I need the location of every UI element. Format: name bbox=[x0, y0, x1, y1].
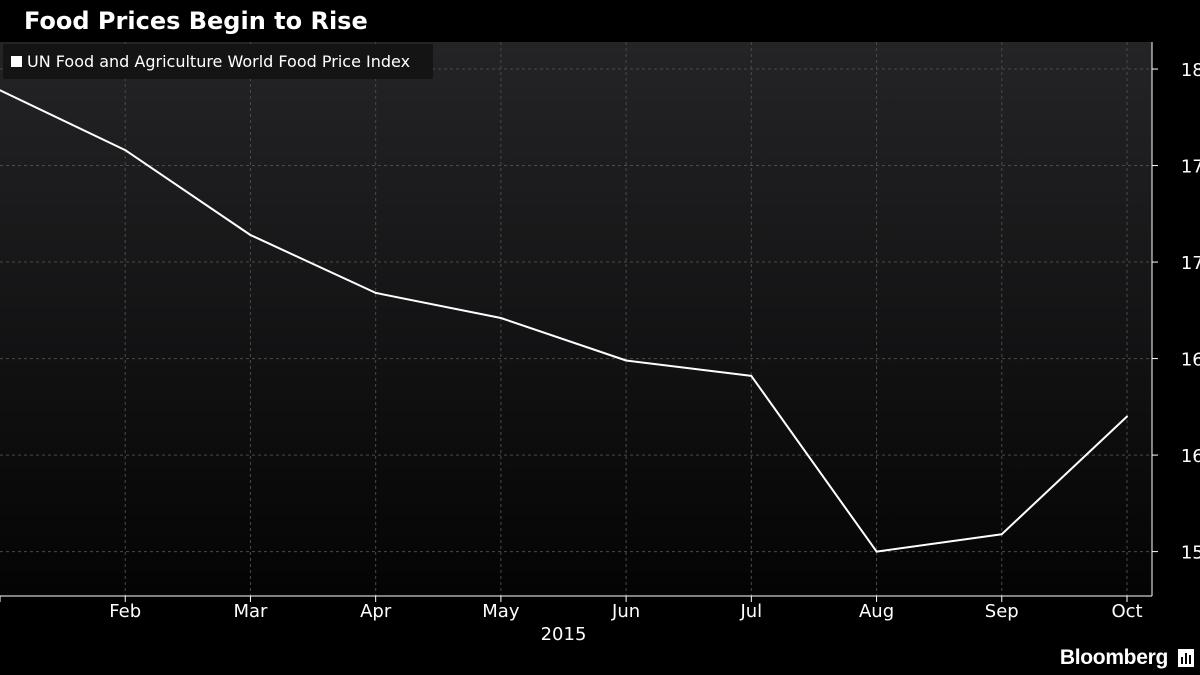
x-tick-label-Aug: Aug bbox=[859, 601, 894, 622]
x-tick-label-Apr: Apr bbox=[360, 601, 392, 622]
brand-logo-text: Bloomberg bbox=[1059, 646, 1168, 669]
legend-label: UN Food and Agriculture World Food Price… bbox=[27, 52, 410, 71]
y-tick-label-165: 165 bbox=[1181, 350, 1200, 371]
legend-swatch bbox=[11, 56, 22, 67]
plot-area bbox=[0, 42, 1152, 596]
x-tick-label-Sep: Sep bbox=[985, 601, 1019, 622]
legend: UN Food and Agriculture World Food Price… bbox=[3, 44, 433, 79]
series-layer bbox=[0, 89, 1128, 553]
bloomberg-terminal-icon bbox=[1178, 649, 1194, 667]
y-tick-label-160: 160 bbox=[1181, 446, 1200, 467]
x-tick-label-Feb: Feb bbox=[109, 601, 141, 622]
x-tick-label-May: May bbox=[482, 601, 520, 622]
data-point-May bbox=[499, 317, 502, 320]
x-tick-label-Jul: Jul bbox=[739, 601, 762, 622]
chart-title: Food Prices Begin to Rise bbox=[24, 7, 368, 35]
x-tick-label-Mar: Mar bbox=[233, 601, 268, 622]
data-point-Apr bbox=[374, 291, 377, 294]
data-point-Jan bbox=[0, 89, 1, 92]
series-line-0 bbox=[0, 89, 1128, 553]
data-point-Jun bbox=[625, 359, 628, 362]
y-tick-label-175: 175 bbox=[1181, 157, 1200, 178]
x-tick-label-Oct: Oct bbox=[1111, 601, 1142, 622]
data-point-Jul bbox=[750, 374, 753, 377]
x-axis-year-label: 2015 bbox=[541, 624, 587, 645]
data-point-Sep bbox=[1000, 533, 1003, 536]
x-tick-label-Jun: Jun bbox=[611, 601, 640, 622]
data-point-Feb bbox=[124, 149, 127, 152]
y-tick-label-170: 170 bbox=[1181, 253, 1200, 274]
y-tick-label-180: 180 bbox=[1181, 60, 1200, 81]
data-point-Oct bbox=[1126, 415, 1128, 418]
grid-lines bbox=[0, 42, 1152, 596]
legend-box bbox=[3, 44, 433, 79]
data-point-Aug bbox=[875, 550, 878, 553]
data-point-Mar bbox=[249, 234, 252, 237]
y-tick-label-155: 155 bbox=[1181, 543, 1200, 564]
axes: 155 160 165 170 175 180 Feb Mar Apr May Jun Jul Aug S… bbox=[0, 42, 1200, 645]
